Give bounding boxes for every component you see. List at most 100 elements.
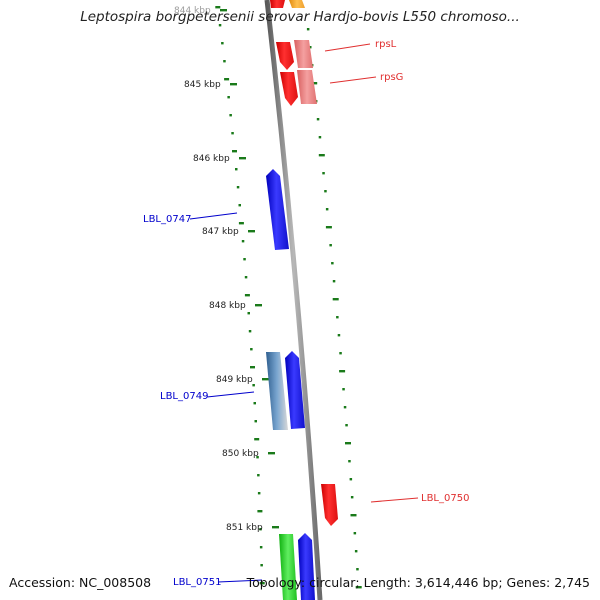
gc-dot: [318, 136, 322, 139]
gc-dot: [316, 118, 320, 121]
gene-feature-blue-849: [285, 351, 305, 429]
topology-summary-text: Topology: circular; Length: 3,614,446 bp…: [246, 575, 590, 590]
gc-dot: [244, 294, 250, 297]
gc-dot: [227, 96, 230, 99]
map-title: Leptospira borgpetersenii serovar Hardjo…: [80, 9, 520, 25]
gene-feature-rpsL: [294, 40, 313, 68]
gene-feature-LBL_0751: [298, 533, 315, 600]
gene-feature-LBL_0750: [321, 484, 338, 526]
ruler-tick-mark: [272, 526, 279, 529]
gene-label-rpsG: rpsG: [380, 72, 403, 83]
ruler-tick-mark: [230, 83, 237, 86]
leader-LBL_0749: [206, 391, 255, 398]
gc-dot: [324, 190, 327, 193]
gc-dot: [349, 478, 353, 481]
gc-dot: [260, 564, 263, 567]
gc-dot: [215, 6, 221, 9]
gc-dot: [353, 532, 357, 535]
gc-dot: [339, 352, 342, 355]
gc-dot: [257, 510, 263, 513]
gc-dot: [257, 492, 261, 495]
gene-feature-rpsG: [297, 70, 317, 104]
gc-dot: [306, 28, 310, 31]
gc-dot: [325, 226, 332, 229]
gc-dot: [252, 384, 255, 387]
gc-dot: [343, 406, 347, 409]
gc-dot: [332, 280, 336, 283]
gc-dot: [350, 496, 354, 499]
gc-dot: [337, 334, 341, 337]
gene-label-LBL_0747: LBL_0747: [143, 214, 191, 225]
gc-dot: [248, 330, 252, 333]
ruler-tick-label: 848 kbp: [209, 301, 246, 311]
gc-dot: [350, 514, 357, 517]
leader-rpsL: [324, 43, 371, 52]
gc-dot: [259, 546, 263, 549]
ruler-tick-mark: [248, 230, 255, 233]
ruler-tick-label: 846 kbp: [193, 154, 230, 164]
backbone-arc: [264, 0, 323, 600]
leader-LBL_0751: [217, 579, 263, 583]
gene-feature-green-851: [279, 534, 297, 600]
gc-dot: [325, 208, 329, 211]
gene-label-LBL_0749: LBL_0749: [160, 391, 208, 402]
gc-dot: [231, 132, 234, 135]
ruler: 844 kbp 845 kbp 846 kbp 847 kbp 848 kbp 849 k…: [174, 6, 279, 533]
accession-text: Accession: NC_008508: [9, 575, 152, 590]
gc-dot: [244, 276, 248, 279]
leader-rpsG: [329, 76, 377, 84]
gc-dot: [247, 312, 250, 315]
gc-dot: [250, 348, 253, 351]
gc-track-left: [215, 6, 265, 585]
gc-dot: [259, 582, 265, 585]
gc-dot: [339, 370, 346, 373]
ruler-tick-mark: [220, 9, 227, 12]
gc-dot: [345, 424, 348, 427]
ruler-tick-label: 850 kbp: [222, 449, 259, 459]
gene-feature-LBL_0749: [266, 352, 288, 430]
gc-dot: [259, 528, 262, 531]
gene-feature-LBL_0747: [266, 169, 289, 250]
ruler-tick-label: 845 kbp: [184, 80, 221, 90]
ruler-tick-mark: [239, 157, 246, 160]
gc-dot: [241, 240, 245, 243]
gc-dot: [238, 222, 244, 225]
gc-dot: [238, 204, 241, 207]
gc-track-right: [306, 28, 362, 589]
gc-dot: [232, 150, 237, 153]
gc-dot: [311, 82, 318, 85]
gc-dot: [223, 60, 226, 63]
ruler-tick-label: 849 kbp: [216, 375, 253, 385]
gc-dot: [309, 46, 312, 49]
gc-dot: [236, 186, 240, 189]
leader-LBL_0750: [370, 497, 419, 503]
gene-feature-rpsG-red: [280, 72, 298, 106]
ruler-tick-label: 847 kbp: [202, 227, 239, 237]
ruler-tick-mark: [268, 452, 275, 455]
gc-dot: [329, 244, 332, 247]
gc-dot: [332, 298, 339, 301]
gc-dot: [356, 568, 359, 571]
gene-label-LBL_0750: LBL_0750: [421, 493, 469, 504]
gc-dot: [318, 154, 325, 157]
gene-feature-orange-top: [289, 0, 305, 8]
gc-dot: [229, 114, 232, 117]
gc-dot: [331, 262, 334, 265]
gc-dot: [345, 442, 351, 445]
gc-dot: [221, 42, 224, 45]
leader-LBL_0747: [189, 212, 238, 220]
ruler-tick-mark: [255, 304, 262, 307]
gene-feature-rpsL-red: [276, 42, 294, 70]
gc-dot: [257, 474, 260, 477]
gc-dot: [348, 460, 351, 463]
gc-dot: [254, 420, 257, 423]
gc-dot: [342, 388, 345, 391]
gc-dot: [354, 550, 358, 553]
gc-dot: [322, 172, 325, 175]
gc-dot: [355, 586, 362, 589]
gc-dot: [224, 78, 230, 81]
ruler-tick-label: 851 kbp: [226, 523, 263, 533]
gc-dot: [218, 24, 222, 27]
gene-label-LBL_0751: LBL_0751: [173, 577, 221, 588]
